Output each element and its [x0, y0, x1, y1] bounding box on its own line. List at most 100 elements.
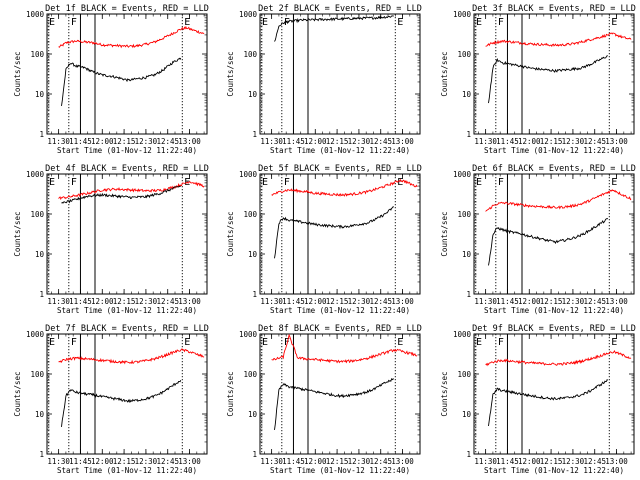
x-tick-label: 11:30 [260, 137, 283, 146]
edge-marker-letter: E [262, 177, 268, 188]
events-series-line [274, 377, 394, 430]
x-tick-label: 12:45 [369, 137, 392, 146]
marker-lines [475, 14, 610, 134]
x-tick-label: 12:00 [91, 457, 114, 466]
plot-frame [473, 333, 635, 455]
x-tick-label: 13:00 [178, 137, 201, 146]
x-axis-label: Start Time (01-Nov-12 11:22:40) [484, 146, 624, 155]
series-group [274, 15, 394, 42]
lld-series-line [485, 32, 632, 48]
y-tick-label: 1000 [453, 170, 472, 179]
x-tick-label: 12:45 [583, 297, 606, 306]
y-tick-label: 10 [35, 90, 45, 99]
marker-lines [48, 334, 183, 454]
x-tick-label: 13:00 [391, 137, 414, 146]
y-tick-label: 1000 [26, 10, 45, 19]
edge-marker-letter: E [397, 17, 403, 28]
y-axis-label: Counts/sec [226, 211, 235, 256]
x-tick-label: 11:45 [496, 137, 519, 146]
series-group [58, 180, 205, 204]
x-axis-label: Start Time (01-Nov-12 11:22:40) [484, 466, 624, 475]
x-tick-label: 12:45 [156, 137, 179, 146]
x-tick-label: 11:45 [69, 297, 92, 306]
x-tick-label: 13:00 [605, 297, 628, 306]
x-tick-label: 12:30 [562, 457, 585, 466]
panel-title: Det 9f BLACK = Events, RED = LLD [472, 324, 636, 334]
plot-frame [473, 13, 635, 135]
events-series-line [61, 380, 182, 427]
x-tick-label: 11:30 [47, 137, 70, 146]
y-tick-label: 1 [252, 450, 257, 459]
x-tick-label: 12:45 [583, 137, 606, 146]
y-tick-label: 1000 [26, 170, 45, 179]
y-tick-label: 1000 [239, 330, 258, 339]
x-tick-label: 12:15 [113, 457, 136, 466]
edge-marker-letter: E [476, 177, 482, 188]
lld-series-line [485, 350, 632, 367]
edge-marker-letter: E [397, 337, 403, 348]
x-tick-label: 11:45 [282, 297, 305, 306]
y-tick-label: 100 [30, 50, 44, 59]
panel-title: Det 4f BLACK = Events, RED = LLD [45, 164, 209, 174]
panel-1: Det 1f BLACK = Events, RED = LLD 1 10 100 10… [13, 4, 209, 155]
events-series-line [61, 185, 182, 204]
y-axis-label: Counts/sec [440, 371, 449, 416]
edge-marker-letter: F [284, 337, 290, 348]
panel-title: Det 5f BLACK = Events, RED = LLD [258, 164, 422, 174]
y-tick-label: 100 [30, 370, 44, 379]
lld-series-line [271, 178, 418, 197]
y-axis-label: Counts/sec [226, 371, 235, 416]
x-axis-label: Start Time (01-Nov-12 11:22:40) [57, 146, 197, 155]
x-axis-label: Start Time (01-Nov-12 11:22:40) [57, 466, 197, 475]
panel-title: Det 3f BLACK = Events, RED = LLD [472, 4, 636, 14]
x-tick-label: 12:15 [113, 137, 136, 146]
x-tick-label: 12:45 [369, 457, 392, 466]
x-tick-label: 11:45 [282, 457, 305, 466]
series-group [271, 334, 418, 430]
x-tick-label: 13:00 [391, 457, 414, 466]
y-tick-label: 1000 [26, 330, 45, 339]
edge-marker-letter: E [262, 17, 268, 28]
x-axis-label: Start Time (01-Nov-12 11:22:40) [270, 466, 410, 475]
x-tick-label: 12:15 [113, 297, 136, 306]
edge-marker-letter: F [71, 177, 77, 188]
marker-lines [475, 334, 610, 454]
series-group [58, 348, 205, 427]
edge-marker-letter: F [71, 17, 77, 28]
edge-marker-letter: E [611, 177, 617, 188]
x-tick-label: 12:00 [518, 297, 541, 306]
edge-marker-letter: E [49, 17, 55, 28]
events-series-line [61, 57, 182, 106]
panel-4: Det 4f BLACK = Events, RED = LLD 1 10 100 10… [13, 164, 209, 315]
x-tick-label: 13:00 [391, 297, 414, 306]
x-tick-label: 11:30 [47, 297, 70, 306]
x-tick-label: 12:30 [348, 297, 371, 306]
edge-marker-letter: E [397, 177, 403, 188]
x-tick-label: 12:45 [583, 457, 606, 466]
panel-title: Det 1f BLACK = Events, RED = LLD [45, 4, 209, 14]
marker-lines [261, 174, 396, 294]
marker-lines [475, 174, 610, 294]
x-tick-label: 12:00 [91, 297, 114, 306]
y-tick-label: 1 [39, 450, 44, 459]
y-tick-label: 1 [466, 290, 471, 299]
panel-title: Det 2f BLACK = Events, RED = LLD [258, 4, 422, 14]
x-tick-label: 12:00 [518, 137, 541, 146]
x-axis-label: Start Time (01-Nov-12 11:22:40) [484, 306, 624, 315]
x-tick-label: 12:45 [156, 297, 179, 306]
y-tick-label: 10 [462, 410, 472, 419]
y-tick-label: 10 [35, 250, 45, 259]
x-tick-label: 12:15 [540, 297, 563, 306]
x-tick-label: 11:45 [496, 297, 519, 306]
panel-6: Det 6f BLACK = Events, RED = LLD 1 10 100 10… [440, 164, 636, 315]
edge-marker-letter: E [184, 337, 190, 348]
x-axis-label: Start Time (01-Nov-12 11:22:40) [270, 306, 410, 315]
x-tick-label: 12:00 [91, 137, 114, 146]
edge-marker-letter: E [49, 337, 55, 348]
edge-marker-letter: F [284, 17, 290, 28]
x-tick-label: 12:15 [326, 137, 349, 146]
x-axis-label: Start Time (01-Nov-12 11:22:40) [270, 146, 410, 155]
marker-lines [261, 334, 396, 454]
x-tick-label: 11:30 [260, 297, 283, 306]
marker-lines [48, 174, 183, 294]
